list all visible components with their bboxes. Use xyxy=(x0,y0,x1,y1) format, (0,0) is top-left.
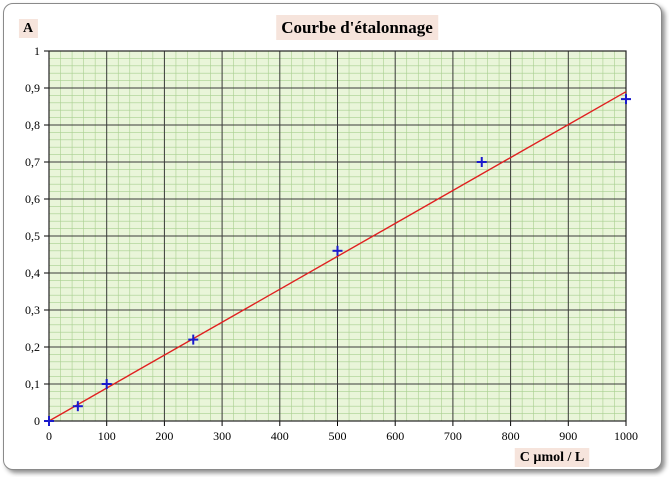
x-tick-label: 600 xyxy=(386,429,404,443)
title-background xyxy=(276,15,439,40)
x-tick-label: 100 xyxy=(98,429,116,443)
y-axis-tick-labels: 0 0,1 0,2 0,3 0,4 0,5 0,6 0,7 0,8 0,9 1 xyxy=(25,44,40,428)
y-tick-label: 0,5 xyxy=(25,229,40,243)
x-tick-label: 800 xyxy=(502,429,520,443)
y-tick-label: 0,4 xyxy=(25,266,40,280)
y-tick-label: 0,9 xyxy=(25,81,40,95)
x-tick-label: 200 xyxy=(155,429,173,443)
y-tick-label: 0 xyxy=(34,414,40,428)
data-point xyxy=(621,94,631,105)
y-tick-label: 0,3 xyxy=(25,303,40,317)
x-tick-label: 400 xyxy=(271,429,289,443)
x-tick-label: 900 xyxy=(559,429,577,443)
x-axis-tick-labels: 0 100 200 300 400 500 600 700 800 900 1000 xyxy=(46,429,638,443)
x-tick-label: 500 xyxy=(329,429,347,443)
y-axis-label: A xyxy=(23,21,34,36)
data-point xyxy=(476,157,487,167)
x-axis-label: C µmol / L xyxy=(520,450,584,465)
y-tick-label: 0,1 xyxy=(25,377,40,391)
y-tick-label: 0,6 xyxy=(25,192,40,206)
y-tick-label: 0,8 xyxy=(25,118,40,132)
data-point xyxy=(101,379,112,389)
major-grid xyxy=(44,50,627,426)
x-tick-label: 0 xyxy=(46,429,52,443)
y-tick-label: 0,2 xyxy=(25,340,40,354)
x-axis-label-background xyxy=(514,448,590,467)
data-point xyxy=(332,245,343,256)
y-tick-label: 0,7 xyxy=(25,155,40,169)
x-tick-label: 1000 xyxy=(614,429,638,443)
x-tick-label: 300 xyxy=(213,429,231,443)
x-tick-label: 700 xyxy=(444,429,462,443)
fit-line xyxy=(48,91,627,422)
y-axis-label-background xyxy=(18,19,38,38)
data-points xyxy=(44,94,631,426)
data-point xyxy=(72,401,83,412)
data-point xyxy=(44,416,54,426)
data-point xyxy=(188,334,199,345)
chart-title: Courbe d'étalonnage xyxy=(281,18,433,37)
y-tick-label: 1 xyxy=(34,44,40,58)
plot-border xyxy=(48,50,627,422)
